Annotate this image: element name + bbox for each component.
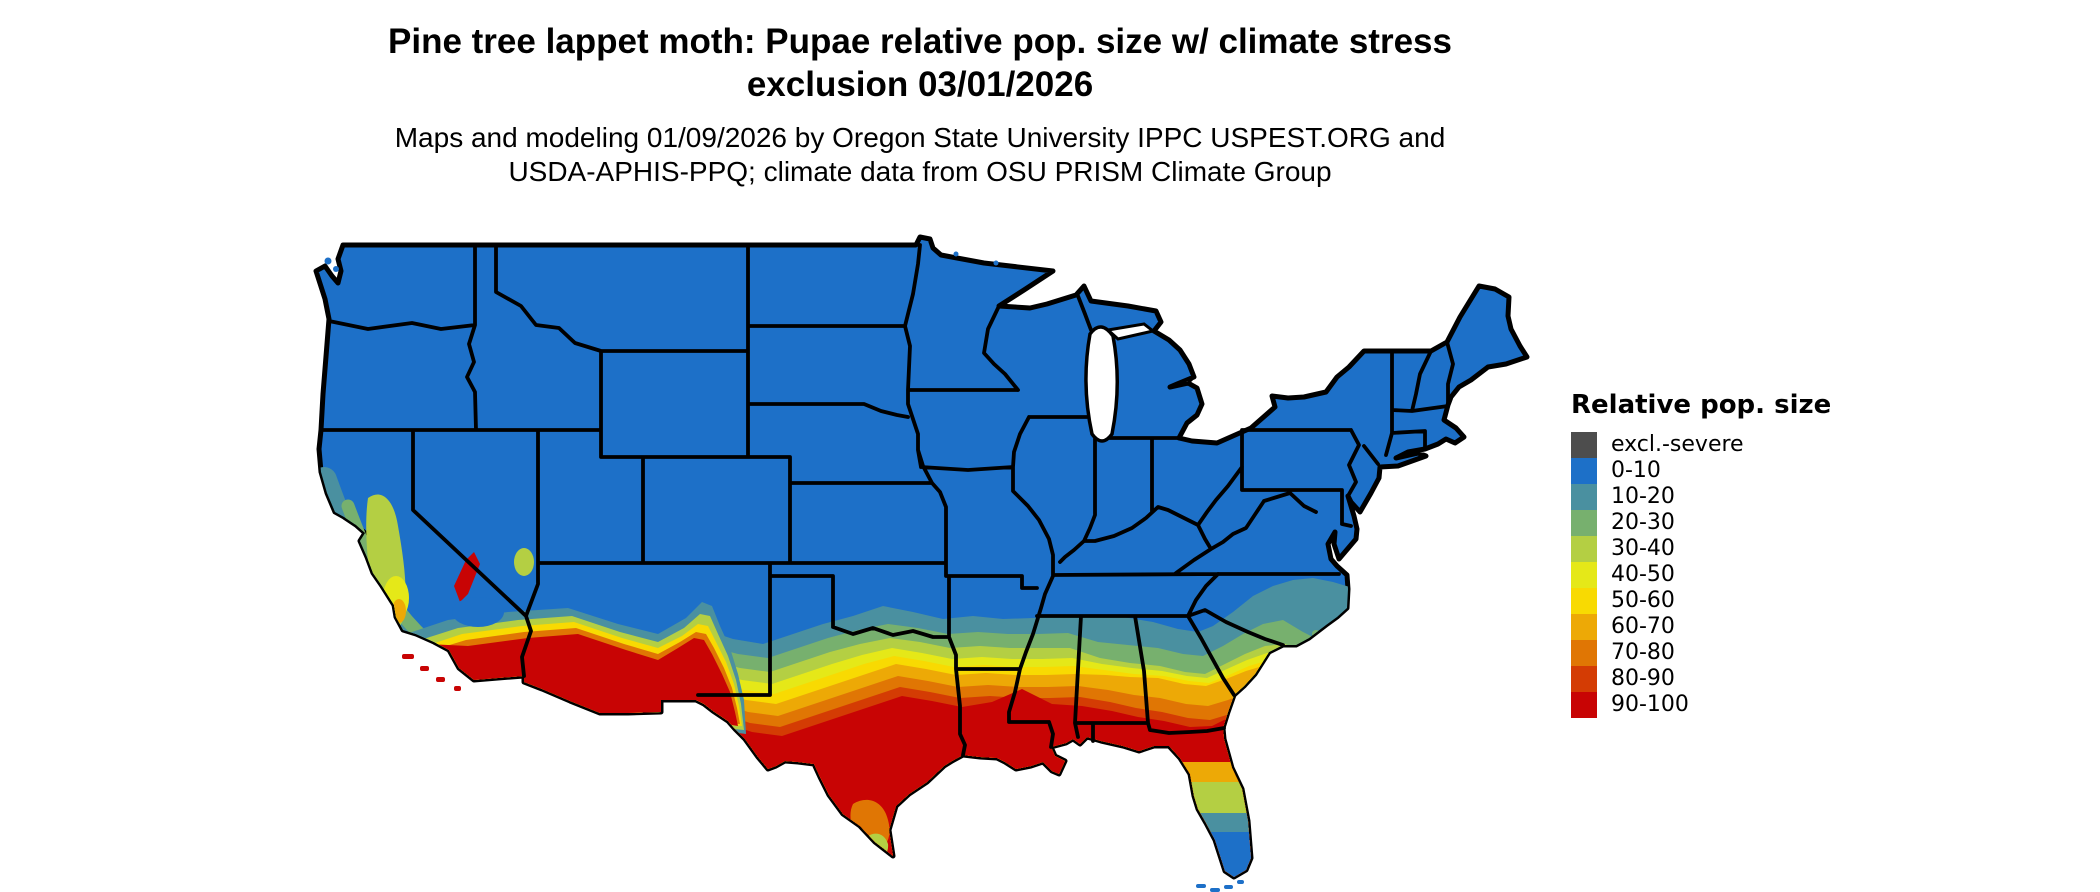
legend-item-30-40: 30-40 xyxy=(1571,536,1871,562)
straits-of-mackinac xyxy=(1104,322,1157,341)
nevada-yellowgreen-patch xyxy=(514,548,534,576)
florida-key xyxy=(1196,884,1206,888)
legend-label-30-40: 30-40 xyxy=(1611,536,1675,561)
subtitle-line-1: Maps and modeling 01/09/2026 by Oregon S… xyxy=(394,122,1446,153)
legend-label-excl-severe: excl.-severe xyxy=(1611,432,1744,457)
legend-item-90-100: 90-100 xyxy=(1571,692,1871,718)
florida-band-10-20 xyxy=(1178,813,1258,832)
legend-swatch-30-40 xyxy=(1571,536,1597,562)
florida-key2 xyxy=(1210,888,1220,892)
channel-island-red4 xyxy=(454,686,461,691)
legend-swatch-0-10 xyxy=(1571,458,1597,484)
channel-island-red2 xyxy=(420,666,429,671)
state-borders xyxy=(319,243,1455,757)
us-map xyxy=(308,234,1533,892)
boundary-waters-speck2 xyxy=(993,260,999,266)
legend-label-80-90: 80-90 xyxy=(1611,666,1675,691)
legend-label-40-50: 40-50 xyxy=(1611,562,1675,587)
legend-item-70-80: 70-80 xyxy=(1571,640,1871,666)
legend-swatch-90-100 xyxy=(1571,692,1597,718)
legend-swatch-50-60 xyxy=(1571,588,1597,614)
legend-label-50-60: 50-60 xyxy=(1611,588,1675,613)
legend-item-60-70: 60-70 xyxy=(1571,614,1871,640)
puget-sound-island2 xyxy=(333,266,339,272)
florida-key3 xyxy=(1224,885,1233,889)
legend-swatch-40-50 xyxy=(1571,562,1597,588)
san-bernardino-blue-patch xyxy=(452,597,504,627)
legend-item-20-30: 20-30 xyxy=(1571,510,1871,536)
legend-label-60-70: 60-70 xyxy=(1611,614,1675,639)
legend-swatch-60-70 xyxy=(1571,614,1597,640)
legend: Relative pop. size excl.-severe 0-10 10-20… xyxy=(1571,390,1871,718)
legend-label-20-30: 20-30 xyxy=(1611,510,1675,535)
florida-key4 xyxy=(1237,880,1244,884)
subtitle-line-2: USDA-APHIS-PPQ; climate data from OSU PR… xyxy=(508,156,1332,187)
lake-michigan xyxy=(1084,325,1119,443)
page-title: Pine tree lappet moth: Pupae relative po… xyxy=(250,20,1590,106)
legend-item-0-10: 0-10 xyxy=(1571,458,1871,484)
legend-label-0-10: 0-10 xyxy=(1611,458,1661,483)
legend-title: Relative pop. size xyxy=(1571,390,1832,420)
legend-label-70-80: 70-80 xyxy=(1611,640,1675,665)
islands xyxy=(324,251,1244,892)
saginaw-bay xyxy=(1169,375,1196,389)
legend-swatch-excl-severe xyxy=(1571,432,1597,458)
us-map-svg xyxy=(313,234,1530,892)
title-line-1: Pine tree lappet moth: Pupae relative po… xyxy=(388,22,1452,61)
page-subtitle: Maps and modeling 01/09/2026 by Oregon S… xyxy=(250,121,1590,189)
legend-item-excl-severe: excl.-severe xyxy=(1571,432,1871,458)
puget-sound-island xyxy=(324,257,332,265)
legend-item-80-90: 80-90 xyxy=(1571,666,1871,692)
legend-swatch-80-90 xyxy=(1571,666,1597,692)
title-line-2: exclusion 03/01/2026 xyxy=(746,65,1094,104)
great-lakes xyxy=(1084,322,1196,443)
channel-island-red xyxy=(402,654,414,659)
nc-coast-green-speck2 xyxy=(1327,640,1333,646)
legend-swatch-10-20 xyxy=(1571,484,1597,510)
nc-coast-yellow-speck xyxy=(1336,647,1342,653)
legend-swatch-20-30 xyxy=(1571,510,1597,536)
legend-item-50-60: 50-60 xyxy=(1571,588,1871,614)
boundary-waters-speck xyxy=(953,251,959,257)
legend-rows: excl.-severe 0-10 10-20 20-30 30-40 40-50 50-6… xyxy=(1571,432,1871,718)
southwest-red xyxy=(402,634,738,726)
legend-swatch-70-80 xyxy=(1571,640,1597,666)
legend-item-40-50: 40-50 xyxy=(1571,562,1871,588)
channel-island-red3 xyxy=(436,677,445,682)
legend-label-10-20: 10-20 xyxy=(1611,484,1675,509)
legend-label-90-100: 90-100 xyxy=(1611,692,1689,717)
legend-item-10-20: 10-20 xyxy=(1571,484,1871,510)
